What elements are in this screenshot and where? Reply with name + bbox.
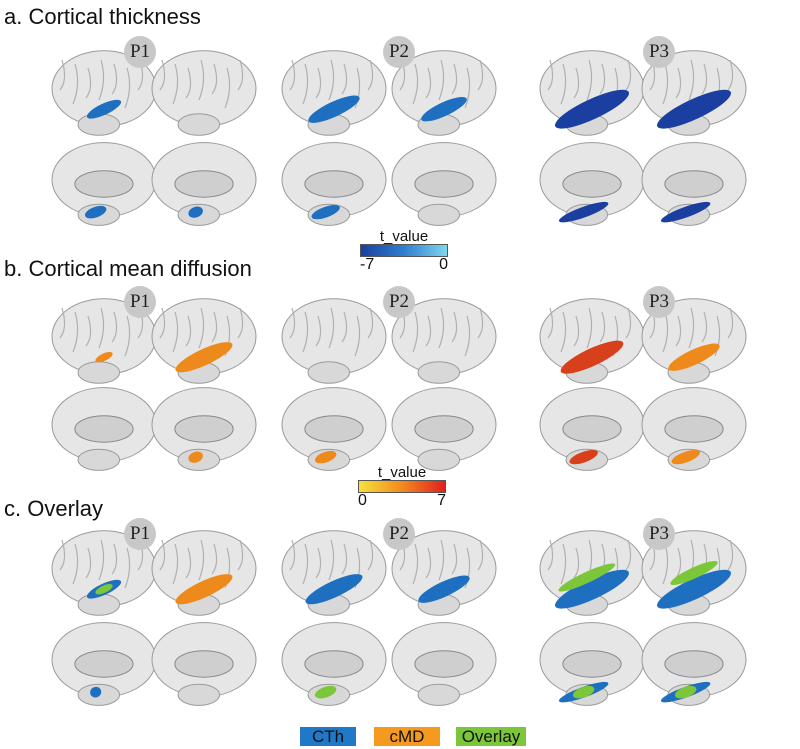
medial-brain: [281, 142, 387, 226]
medial-brain: [391, 387, 497, 471]
participant-label: P3: [643, 286, 675, 318]
colorbar-gradient: [358, 480, 446, 493]
activation-region: [84, 205, 107, 219]
lateral-brain: [539, 298, 645, 384]
medial-brain: [281, 387, 387, 471]
activation-region: [656, 89, 732, 129]
lateral-brain: [151, 50, 257, 136]
participant-label: P1: [124, 286, 156, 318]
participant-label: P2: [383, 36, 415, 68]
medial-brain: [539, 387, 645, 471]
activation-region: [86, 99, 122, 119]
activation-region: [308, 95, 360, 123]
colorbar-diffusion: t_value 0 7: [358, 464, 446, 509]
activation-region: [314, 450, 337, 464]
activation-region: [569, 450, 598, 465]
activation-region: [674, 685, 697, 699]
activation-region: [95, 584, 113, 595]
activation-region: [175, 574, 233, 605]
activation-region: [188, 451, 203, 463]
activation-region: [421, 96, 467, 122]
activation-region: [671, 450, 700, 465]
colorbar-max: 7: [437, 492, 446, 509]
participant-label: P2: [383, 518, 415, 550]
medial-brain: [391, 622, 497, 706]
activation-region: [188, 206, 203, 218]
lateral-brain: [51, 50, 157, 136]
medial-brain: [391, 142, 497, 226]
lateral-brain: [391, 298, 497, 384]
lateral-brain: [281, 298, 387, 384]
section-title-c: c. Overlay: [4, 496, 104, 521]
medial-brain: [641, 142, 747, 226]
lateral-brain: [641, 50, 747, 136]
legend-cth: CTh: [300, 727, 356, 746]
activation-region: [90, 686, 102, 698]
medial-brain: [51, 622, 157, 706]
lateral-brain: [391, 50, 497, 136]
lateral-brain: [281, 530, 387, 616]
legend-cmd: cMD: [374, 727, 440, 746]
lateral-brain: [151, 298, 257, 384]
activation-region: [554, 89, 630, 129]
colorbar-min: -7: [360, 256, 375, 273]
lateral-brain: [281, 50, 387, 136]
lateral-brain: [151, 530, 257, 616]
legend-overlay: Overlay: [456, 727, 526, 746]
activation-region: [670, 560, 718, 586]
participant-label: P2: [383, 286, 415, 318]
lateral-brain: [51, 530, 157, 616]
activation-region: [668, 343, 720, 371]
section-title-b: b. Cortical mean diffusion: [4, 256, 252, 281]
activation-region: [560, 340, 624, 374]
activation-region: [311, 205, 340, 220]
lateral-brain: [539, 50, 645, 136]
participant-label: P3: [643, 518, 675, 550]
activation-region: [572, 685, 595, 699]
activation-region: [175, 342, 233, 373]
medial-brain: [51, 142, 157, 226]
activation-region: [554, 569, 630, 609]
activation-region: [95, 352, 113, 363]
medial-brain: [281, 622, 387, 706]
colorbar-gradient: [360, 244, 448, 257]
activation-region: [418, 575, 470, 603]
lateral-brain: [641, 530, 747, 616]
activation-region: [660, 201, 711, 223]
lateral-brain: [539, 530, 645, 616]
activation-region: [558, 563, 616, 592]
activation-region: [656, 569, 732, 609]
section-title-a: a. Cortical thickness: [4, 4, 201, 29]
participant-label: P1: [124, 36, 156, 68]
activation-region: [305, 574, 363, 605]
lateral-brain: [391, 530, 497, 616]
medial-brain: [51, 387, 157, 471]
colorbar-label: t_value: [379, 228, 429, 245]
medial-brain: [539, 622, 645, 706]
participant-label: P1: [124, 518, 156, 550]
colorbar-max: 0: [439, 256, 448, 273]
colorbar-min: 0: [358, 492, 367, 509]
activation-region: [558, 201, 609, 223]
medial-brain: [151, 142, 257, 226]
participant-label: P3: [643, 36, 675, 68]
colorbar-thickness: t_value -7 0: [360, 228, 448, 273]
colorbar-label: t_value: [377, 464, 427, 481]
activation-region: [314, 685, 337, 699]
medial-brain: [641, 387, 747, 471]
medial-brain: [539, 142, 645, 226]
medial-brain: [151, 622, 257, 706]
medial-brain: [641, 622, 747, 706]
medial-brain: [151, 387, 257, 471]
